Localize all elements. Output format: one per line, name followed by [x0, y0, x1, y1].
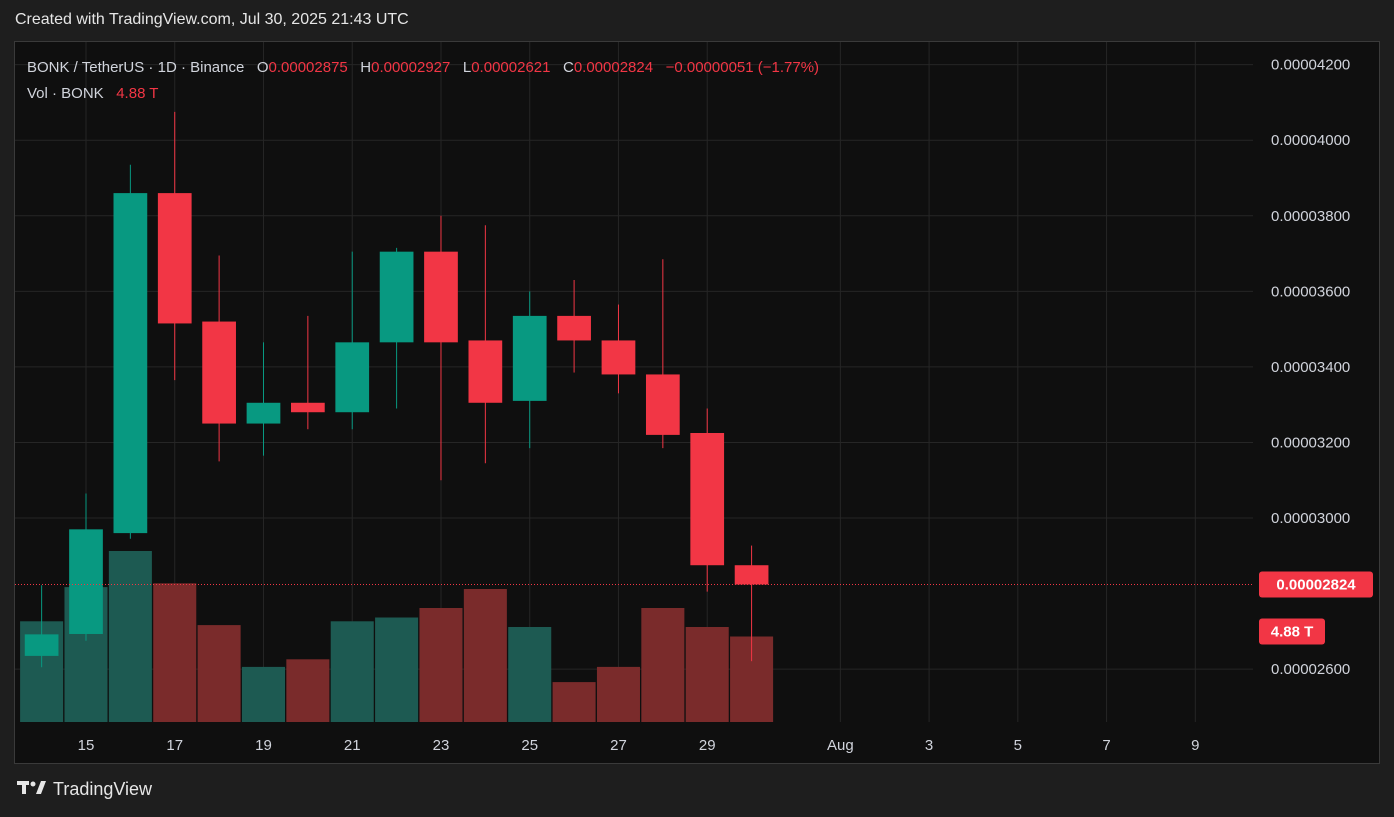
tradingview-brand[interactable]: TradingView: [17, 779, 152, 800]
candle-body: [424, 251, 458, 343]
x-tick-label: 15: [78, 737, 95, 754]
y-tick-label: 0.00003400: [1271, 359, 1350, 376]
x-tick-label: 29: [699, 737, 716, 754]
last-price-badge-text: 0.00002824: [1276, 576, 1356, 593]
brand-name: TradingView: [53, 779, 153, 799]
open-value: 0.00002875: [268, 59, 348, 76]
volume-bars: [20, 551, 774, 722]
candle-body: [512, 315, 547, 401]
candle-body: [69, 529, 103, 634]
time-axis: 15 17 19 21 23 25 27 29 Aug 3 5 7 9: [78, 737, 1200, 754]
candle-body: [690, 433, 725, 566]
volume-badge: [1259, 618, 1325, 645]
volume-bar: [153, 583, 197, 722]
volume-line: Vol · BONK 4.88 T: [27, 81, 819, 107]
candle-body: [113, 193, 148, 534]
open-label: O: [256, 59, 269, 76]
y-tick-label: 0.00003800: [1271, 208, 1350, 225]
candle-body: [379, 251, 414, 343]
candle-body: [734, 565, 769, 585]
x-tick-label: 27: [610, 737, 627, 754]
close-value: 0.00002824: [573, 59, 654, 76]
candle-body: [202, 321, 236, 424]
price-overlay: 0.00002824 4.88 T: [15, 571, 1373, 645]
change-value: −0.00000051 (−1.77%): [665, 59, 820, 76]
volume-bar: [419, 608, 463, 722]
chart-panel[interactable]: 0.00004200 0.00004000 0.00003800 0.00003600…: [14, 41, 1380, 764]
volume-bar: [286, 659, 330, 722]
x-tick-label: 25: [521, 737, 538, 754]
y-tick-label: 0.00003200: [1271, 434, 1350, 451]
close-label: C: [562, 59, 574, 76]
last-price-badge: [1259, 571, 1373, 598]
volume-bar: [330, 621, 374, 722]
low-value: 0.00002621: [471, 59, 551, 76]
volume-bar: [552, 682, 596, 722]
x-tick-label: 5: [1014, 737, 1022, 754]
candlestick-chart[interactable]: 0.00004200 0.00004000 0.00003800 0.00003600…: [15, 42, 1380, 764]
volume-bar: [685, 627, 729, 722]
x-tick-label: 9: [1191, 737, 1199, 754]
x-tick-label: 23: [433, 737, 450, 754]
candle-body: [557, 315, 591, 341]
symbol-legend: BONK / TetherUS · 1D · Binance O0.000028…: [27, 55, 819, 107]
y-tick-label: 0.00003600: [1271, 283, 1350, 300]
candle-body: [24, 634, 59, 656]
ohlc-line: BONK / TetherUS · 1D · Binance O0.000028…: [27, 55, 819, 81]
y-tick-label: 0.00004200: [1271, 57, 1350, 74]
volume-value: 4.88 T: [116, 85, 159, 102]
volume-badge-text: 4.88 T: [1271, 624, 1314, 641]
x-tick-label: 3: [925, 737, 933, 754]
chart-header-title: Created with TradingView.com, Jul 30, 20…: [15, 11, 409, 28]
candle-body: [335, 342, 370, 413]
x-tick-label: 7: [1102, 737, 1110, 754]
volume-bar: [375, 617, 419, 722]
volume-bar: [197, 625, 241, 722]
high-label: H: [360, 59, 372, 76]
candle-body: [645, 374, 680, 435]
candle-body: [157, 193, 192, 324]
x-tick-label: Aug: [827, 737, 854, 754]
volume-bar: [596, 666, 640, 722]
grid-lines: [15, 42, 1253, 722]
candle-body: [601, 340, 636, 375]
x-tick-label: 19: [255, 737, 272, 754]
volume-bar: [241, 666, 286, 722]
tradingview-logo-icon: [17, 779, 47, 800]
y-tick-label: 0.00002600: [1271, 661, 1350, 678]
volume-bar: [108, 551, 152, 722]
symbol-name[interactable]: BONK / TetherUS · 1D · Binance: [27, 59, 245, 76]
volume-bar: [463, 589, 507, 722]
candle-body: [246, 402, 281, 424]
volume-bar: [641, 608, 685, 722]
price-axis: 0.00004200 0.00004000 0.00003800 0.00003600…: [1271, 57, 1350, 678]
high-value: 0.00002927: [371, 59, 451, 76]
candle-body: [468, 340, 503, 403]
x-tick-label: 21: [344, 737, 361, 754]
y-tick-label: 0.00003000: [1271, 510, 1350, 527]
low-label: L: [462, 59, 472, 76]
x-tick-label: 17: [166, 737, 183, 754]
y-tick-label: 0.00004000: [1271, 132, 1350, 149]
volume-label[interactable]: Vol · BONK: [27, 85, 104, 102]
volume-bar: [508, 627, 552, 722]
candle-body: [290, 402, 325, 413]
candles: [24, 111, 769, 668]
